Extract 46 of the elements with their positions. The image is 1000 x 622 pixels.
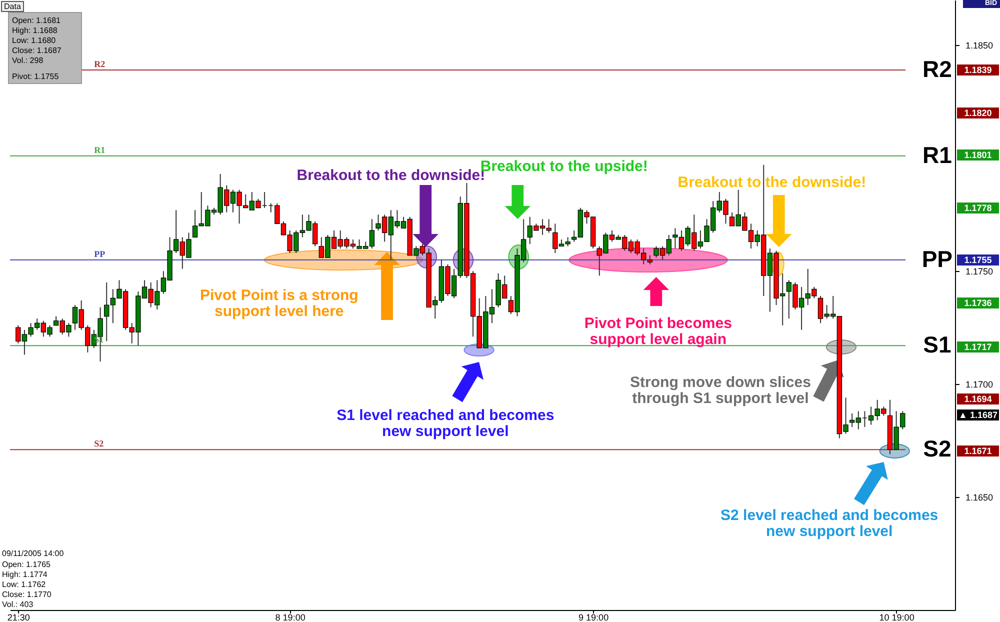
ref-line-label: R1 — [94, 144, 106, 155]
text: R1 — [922, 142, 952, 168]
annotation: Low: 1.1762 — [2, 580, 46, 589]
text: 1.1694 — [964, 394, 992, 404]
annotation: 09/11/2005 14:00 — [2, 549, 64, 558]
text: R2 — [922, 56, 952, 82]
x-tick-label: 21:30 — [7, 612, 30, 622]
annotation: High: 1.1774 — [2, 570, 48, 579]
text: PP — [922, 246, 953, 272]
text: S2 — [923, 436, 952, 462]
annotation: S1 level reached and becomes new support level — [336, 407, 554, 440]
x-tick-label: 8 19:00 — [275, 612, 306, 622]
ref-line-label: PP — [94, 248, 106, 259]
annotation: Open: 1.1765 — [2, 560, 50, 569]
text: 1.1671 — [964, 446, 992, 456]
x-tick-label: 10 19:00 — [879, 612, 914, 622]
text: 1.1801 — [964, 150, 992, 160]
text: 1.1717 — [964, 342, 992, 352]
annotation: Close: 1.1770 — [2, 590, 52, 599]
y-tick-label: 1.1650 — [966, 492, 994, 503]
annotation: Data — [1, 1, 24, 12]
annotation: Pivot Point becomes support level again — [584, 315, 732, 348]
ref-line-label: R2 — [94, 59, 106, 70]
annotation: Vol.: 298 — [12, 56, 44, 65]
text: 1.1778 — [964, 203, 992, 213]
y-tick-label: 1.1750 — [966, 266, 994, 277]
text: 1.1736 — [964, 298, 992, 308]
annotation: Low: 1.1680 — [12, 36, 56, 45]
text: 1.1839 — [964, 65, 992, 75]
text: ▲ 1.1687 — [958, 410, 998, 420]
y-tick-label: 1.1850 — [966, 40, 994, 51]
annotation: Strong move down slices through S1 support level — [630, 374, 811, 407]
annotation: S2 level reached and becomes new support level — [720, 507, 938, 540]
x-tick-label: 9 19:00 — [578, 612, 609, 622]
annotation: Close: 1.1687 — [12, 46, 62, 55]
ref-line-label: S2 — [94, 438, 104, 449]
annotation: Pivot: 1.1755 — [12, 72, 59, 81]
y-tick-label: 1.1700 — [966, 380, 994, 390]
annotation: Vol.: 403 — [2, 600, 34, 609]
annotation: High: 1.1688 — [12, 26, 58, 35]
annotation: Open: 1.1681 — [12, 16, 60, 25]
annotation: Breakout to the downside! — [678, 174, 866, 191]
text: 1.1820 — [964, 108, 992, 118]
text: 1.1755 — [964, 255, 992, 265]
text: S1 — [923, 332, 952, 358]
annotation: Pivot Point is a strong support level here — [200, 287, 358, 320]
